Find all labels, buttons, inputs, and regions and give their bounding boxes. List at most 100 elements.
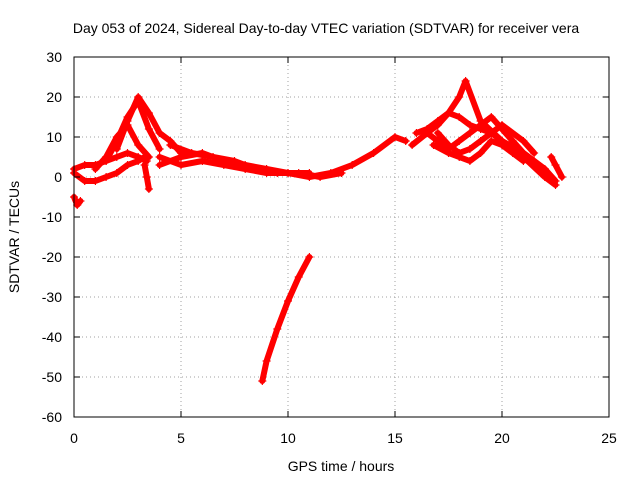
data-point-marker xyxy=(455,113,464,121)
data-point-marker xyxy=(551,161,560,169)
data-point-marker xyxy=(519,137,528,145)
data-point-marker xyxy=(337,169,346,177)
series-evening-c xyxy=(423,113,549,173)
y-tick-label: -60 xyxy=(42,409,62,425)
data-point-marker xyxy=(144,153,153,161)
data-point-marker xyxy=(461,77,470,85)
data-point-marker xyxy=(530,149,539,157)
data-point-marker xyxy=(219,161,228,169)
data-point-marker xyxy=(258,377,267,385)
data-point-marker xyxy=(144,185,153,193)
data-point-marker xyxy=(209,153,218,161)
data-point-marker xyxy=(316,173,325,181)
data-point-marker xyxy=(144,125,153,133)
data-point-marker xyxy=(294,273,303,281)
data-point-marker xyxy=(273,169,282,177)
data-point-marker xyxy=(230,157,239,165)
data-point-marker xyxy=(401,137,410,145)
data-point-marker xyxy=(508,137,517,145)
data-point-marker xyxy=(177,161,185,169)
series-evening-d xyxy=(429,137,528,165)
data-point-marker xyxy=(508,149,517,157)
data-point-marker xyxy=(187,149,196,157)
data-point-marker xyxy=(519,157,528,165)
data-point-marker xyxy=(80,161,89,169)
data-point-marker xyxy=(102,173,111,181)
data-point-marker xyxy=(91,177,100,185)
data-point-marker xyxy=(273,325,282,333)
data-point-marker xyxy=(91,165,100,173)
data-point-marker xyxy=(465,121,474,129)
series-evening-e xyxy=(433,121,539,157)
data-point-marker xyxy=(433,129,442,137)
data-point-marker xyxy=(251,165,260,173)
data-point-marker xyxy=(305,253,314,261)
data-point-marker xyxy=(294,169,303,177)
series-edge-dip xyxy=(70,193,85,209)
data-point-marker xyxy=(557,173,566,181)
data-point-marker xyxy=(455,137,464,145)
data-point-marker xyxy=(102,157,111,165)
data-point-marker xyxy=(498,121,506,129)
series-layer xyxy=(70,77,566,385)
data-point-marker xyxy=(433,117,442,125)
y-tick-label: -30 xyxy=(42,289,62,305)
data-point-marker xyxy=(487,137,496,145)
series-late-night xyxy=(547,153,566,181)
data-point-marker xyxy=(540,165,549,173)
data-point-marker xyxy=(487,129,496,137)
data-point-marker xyxy=(551,177,560,185)
data-point-marker xyxy=(155,145,164,153)
y-tick-label: -50 xyxy=(42,369,62,385)
y-tick-label: 30 xyxy=(46,49,62,65)
data-point-marker xyxy=(144,109,153,117)
data-point-marker xyxy=(142,173,151,181)
data-point-marker xyxy=(140,161,149,169)
data-point-marker xyxy=(76,197,85,205)
data-point-marker xyxy=(429,141,438,149)
x-tick-label: 15 xyxy=(387,430,403,446)
data-point-marker xyxy=(391,133,399,141)
data-point-marker xyxy=(444,149,453,157)
data-point-marker xyxy=(123,149,132,157)
data-point-marker xyxy=(444,109,453,117)
y-tick-label: -40 xyxy=(42,329,62,345)
series-trace xyxy=(259,254,313,384)
data-point-marker xyxy=(408,141,417,149)
data-point-marker xyxy=(134,153,143,161)
data-point-marker xyxy=(476,149,485,157)
y-axis-label: SDTVAR / TECUs xyxy=(6,181,22,293)
data-point-marker xyxy=(465,145,474,153)
data-point-marker xyxy=(540,173,549,181)
series-daytime-c xyxy=(166,141,346,181)
y-tick-label: 10 xyxy=(46,129,62,145)
data-point-marker xyxy=(166,141,175,149)
plot-frame xyxy=(73,56,610,418)
data-point-marker xyxy=(369,149,378,157)
data-point-marker xyxy=(476,137,485,145)
data-point-marker xyxy=(134,141,143,149)
data-point-marker xyxy=(177,153,185,161)
data-point-marker xyxy=(123,117,132,125)
series-spike-tail xyxy=(140,161,153,193)
data-point-marker xyxy=(348,161,357,169)
grid xyxy=(74,57,609,417)
data-point-marker xyxy=(547,153,556,161)
data-point-marker xyxy=(112,169,121,177)
data-point-marker xyxy=(519,149,528,157)
data-point-marker xyxy=(284,297,292,305)
y-tick-label: -10 xyxy=(42,209,62,225)
series-dip-event xyxy=(258,253,314,385)
data-point-marker xyxy=(112,145,121,153)
y-tick-label: -20 xyxy=(42,249,62,265)
data-point-marker xyxy=(134,93,143,101)
data-point-marker xyxy=(455,149,464,157)
x-tick-label: 0 xyxy=(70,430,78,446)
data-point-marker xyxy=(465,129,474,137)
data-point-marker xyxy=(155,161,164,169)
y-tick-label: 20 xyxy=(46,89,62,105)
x-tick-label: 10 xyxy=(280,430,296,446)
x-tick-label: 25 xyxy=(601,430,617,446)
data-point-marker xyxy=(444,141,453,149)
